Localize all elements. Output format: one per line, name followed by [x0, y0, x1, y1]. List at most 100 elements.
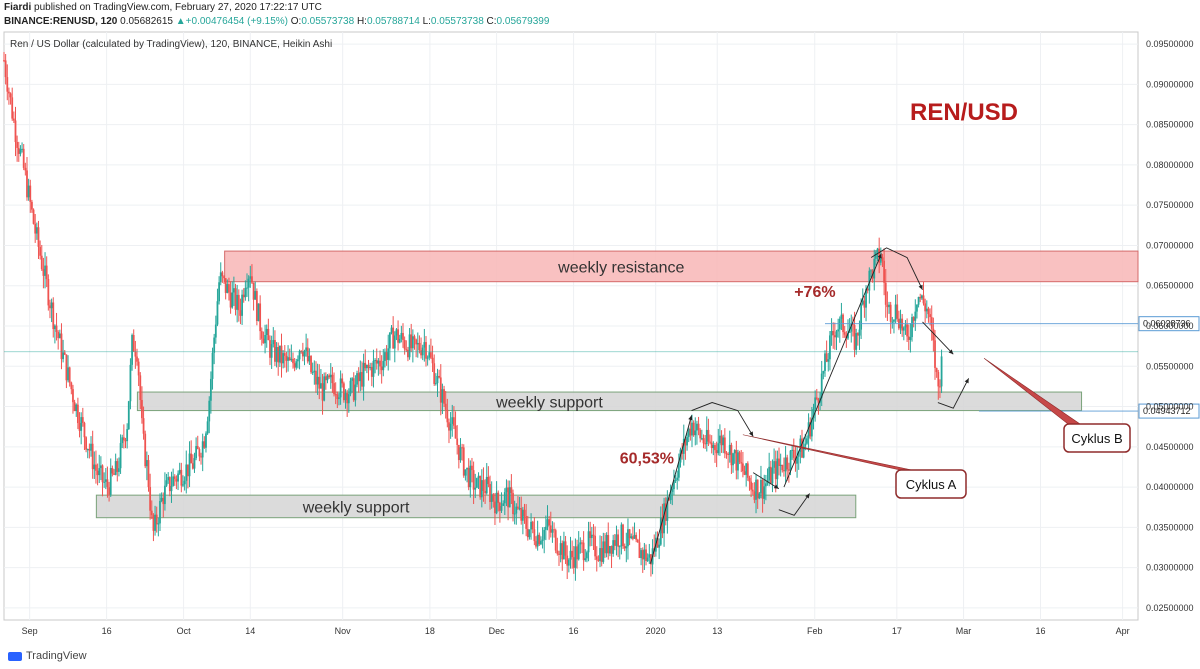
candle-body [733, 450, 736, 454]
x-tick-label: 16 [1035, 626, 1045, 636]
x-tick-label: 13 [712, 626, 722, 636]
candle-body [384, 352, 386, 362]
candle-body [500, 505, 503, 511]
candle-body [183, 480, 186, 485]
candle-body [457, 444, 460, 461]
pct-label-1: 60,53% [620, 451, 674, 468]
candle-body [397, 329, 399, 343]
candle-body [392, 327, 395, 349]
candle-body [298, 351, 301, 360]
candle-body [73, 402, 76, 412]
candle-body [761, 479, 764, 499]
candle-body [364, 362, 367, 369]
candle-body [269, 340, 271, 358]
candle-body [433, 363, 436, 384]
candle-body [480, 480, 483, 498]
candle-body [280, 345, 283, 364]
candle-body [446, 409, 449, 423]
candle-body [321, 383, 324, 401]
x-tick-label: Feb [807, 626, 823, 636]
candle-body [758, 493, 761, 499]
author-name[interactable]: Fiardi [4, 2, 32, 13]
candle-body [515, 506, 518, 514]
candle-body [346, 393, 349, 404]
candle-body [692, 422, 695, 436]
candle-body [725, 453, 728, 455]
candle-body [141, 399, 143, 419]
price-marker-label: 0.04943712 [1143, 406, 1191, 416]
candle-body [265, 328, 268, 335]
candle-body [462, 447, 465, 476]
x-tick-label: Dec [489, 626, 506, 636]
candle-body [86, 448, 89, 450]
candle-body [339, 378, 342, 398]
candle-body [32, 209, 35, 224]
candle-body [196, 446, 199, 450]
candle-body [109, 468, 112, 495]
candle-body [569, 550, 572, 560]
callout-cyklus-a-pointer [742, 434, 913, 471]
candle-body [370, 367, 373, 377]
y-tick-label: 0.07000000 [1146, 240, 1194, 250]
candle-body [735, 450, 738, 471]
candle-body [582, 542, 585, 561]
brand-label[interactable]: TradingView [26, 650, 87, 662]
candle-body [924, 303, 927, 312]
candle-body [344, 393, 347, 401]
candle-body [85, 437, 87, 450]
candle-body [52, 302, 55, 330]
candle-body [72, 389, 74, 403]
candle-body [479, 475, 482, 498]
published-text: published on TradingView.com, February 2… [34, 2, 322, 13]
arrow-arc-2-head [918, 284, 923, 290]
close-label: C: [486, 16, 497, 27]
candle-body [260, 331, 263, 339]
candle-body [8, 91, 10, 94]
symbol-label[interactable]: BINANCE:RENUSD, 120 [4, 16, 118, 27]
price-marker-label: 0.06028736 [1143, 319, 1191, 329]
candle-body [177, 473, 179, 482]
candle-body [883, 260, 886, 283]
candle-body [252, 282, 255, 300]
candle-body [922, 295, 925, 304]
candle-body [122, 437, 125, 441]
candle-body [538, 534, 541, 545]
candle-body [686, 437, 688, 446]
candle-body [423, 342, 426, 348]
candle-body [912, 317, 915, 321]
candle-body [741, 463, 744, 472]
candle-body [195, 446, 198, 459]
candle-body [101, 465, 104, 483]
candle-body [843, 332, 846, 335]
candle-body [334, 394, 337, 396]
x-tick-label: 14 [245, 626, 255, 636]
candle-body [387, 348, 390, 360]
candle-body [434, 383, 437, 385]
candle-body [95, 464, 97, 471]
candle-body [676, 477, 679, 481]
candle-body [318, 376, 321, 389]
candle-body [536, 534, 539, 547]
price-marker-box [1138, 316, 1200, 332]
candle-body [656, 537, 659, 548]
y-tick-label: 0.07500000 [1146, 200, 1194, 210]
candle-body [34, 223, 37, 234]
candle-body [320, 383, 322, 389]
candle-body [720, 435, 723, 446]
candle-body [246, 287, 248, 289]
candle-body [57, 331, 60, 339]
candle-body [410, 334, 413, 349]
candle-body [149, 487, 152, 511]
candle-body [774, 461, 777, 480]
arrow-down-2 [922, 321, 954, 355]
zones: weekly resistance weekly support weekly su… [95, 250, 1139, 519]
candle-body [674, 480, 677, 482]
candle-body [380, 366, 383, 371]
candle-body [902, 327, 905, 331]
candle-body [773, 461, 775, 468]
candle-body [814, 397, 817, 409]
candle-body [756, 479, 759, 499]
candle-body [188, 453, 191, 477]
candle-body [894, 304, 897, 320]
